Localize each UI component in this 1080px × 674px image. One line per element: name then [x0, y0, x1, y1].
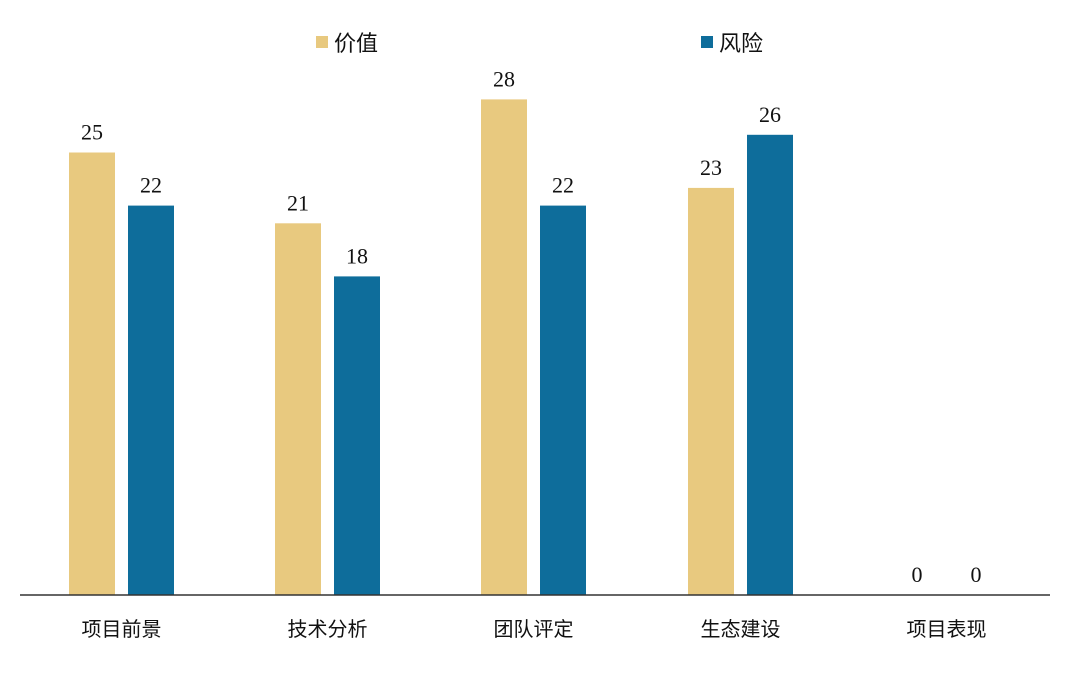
data-label-risk-0: 22	[140, 173, 162, 198]
category-label-3: 生态建设	[701, 617, 781, 641]
data-label-risk-1: 18	[346, 243, 368, 268]
bar-risk-1	[334, 276, 380, 595]
bar-value-1	[275, 223, 321, 596]
data-label-risk-2: 22	[552, 173, 574, 198]
bar-value-3	[688, 187, 734, 595]
legend: 价值 风险	[316, 32, 763, 57]
category-label-0: 项目前景	[82, 617, 162, 641]
bar-risk-2	[540, 205, 586, 595]
data-label-risk-4: 0	[971, 562, 982, 587]
data-label-risk-3: 26	[759, 102, 781, 127]
legend-swatch-risk	[701, 36, 713, 48]
data-label-value-0: 25	[81, 120, 103, 145]
category-label-2: 团队评定	[494, 617, 574, 641]
category-label-1: 技术分析	[288, 617, 368, 641]
data-label-value-3: 23	[700, 155, 722, 180]
legend-label-value: 价值	[334, 32, 378, 57]
category-labels-group: 项目前景 技术分析 团队评定 生态建设 项目表现	[82, 617, 987, 641]
bar-risk-0	[128, 205, 174, 595]
data-label-value-1: 21	[287, 190, 309, 215]
data-label-value-2: 28	[493, 66, 515, 91]
category-label-4: 项目表现	[907, 617, 987, 641]
legend-swatch-value	[316, 36, 328, 48]
value-labels-group: 25 22 21 18 28 22 23 26 0 0	[81, 66, 982, 587]
bar-value-0	[69, 152, 115, 595]
data-label-value-4: 0	[912, 562, 923, 587]
bar-risk-3	[747, 134, 793, 596]
bars-group	[69, 99, 793, 596]
bar-value-2	[481, 99, 527, 596]
legend-label-risk: 风险	[719, 32, 763, 57]
